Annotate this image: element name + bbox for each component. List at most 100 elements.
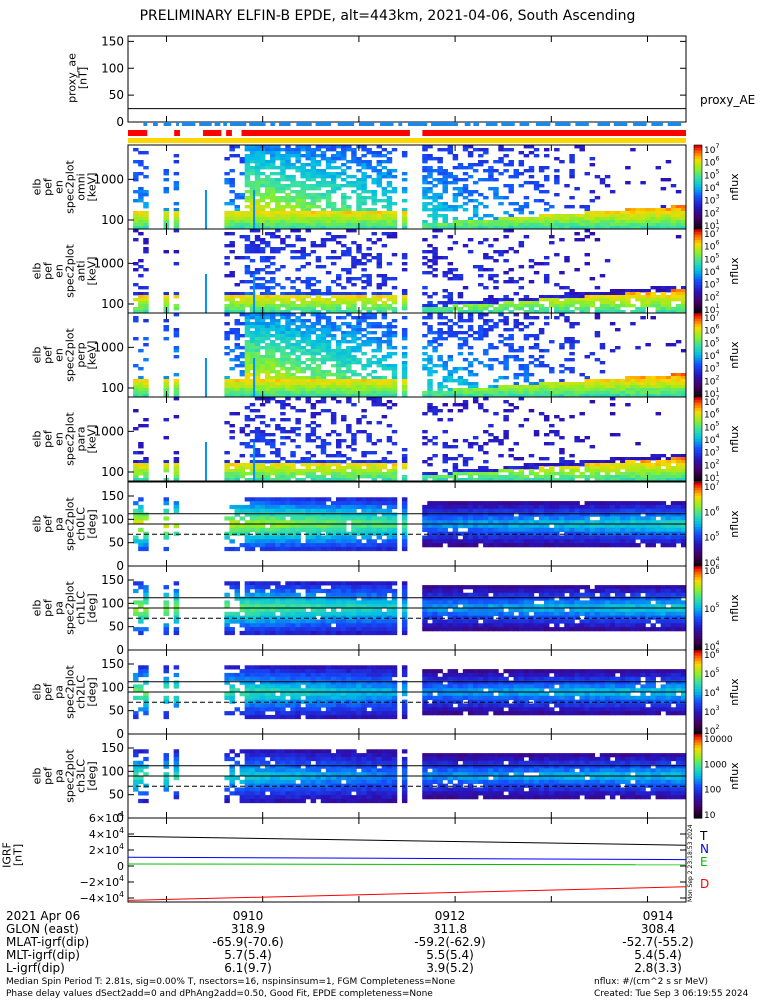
spectrogram-cell <box>386 436 393 440</box>
spectrogram-cell <box>239 475 246 479</box>
spectrogram-cell <box>432 199 438 203</box>
spectrogram-cell <box>249 355 256 359</box>
spectrogram-cell <box>498 478 504 482</box>
spectrogram-cell <box>270 310 276 314</box>
spectrogram-cell <box>254 448 261 452</box>
spectrogram-cell <box>325 543 332 548</box>
spectrogram-cell <box>640 376 646 380</box>
spectrogram-cell <box>478 226 484 230</box>
spectrogram-cell <box>625 223 631 227</box>
spectrogram-cell <box>594 295 601 299</box>
colorbar-cell <box>694 282 702 286</box>
spectrogram-cell <box>259 454 266 458</box>
spectrogram-cell <box>533 382 540 386</box>
spectrogram-cell <box>559 382 565 386</box>
spectrogram-cell <box>432 259 438 263</box>
spectrogram-cell <box>483 205 489 209</box>
spectrogram-cell <box>589 382 596 386</box>
spectrogram-cell <box>518 211 525 215</box>
spectrogram-cell <box>401 208 408 212</box>
spectrogram-cell <box>335 217 342 221</box>
spectrogram-cell <box>376 322 383 326</box>
spectrogram-cell <box>391 469 398 473</box>
spectrogram-cell <box>391 202 398 206</box>
spectrogram-cell <box>315 478 322 482</box>
spectrogram-cell <box>422 367 428 371</box>
spectrogram-cell <box>523 301 530 305</box>
spectrogram-cell <box>442 208 448 212</box>
spectrogram-cell <box>376 172 383 176</box>
spectrogram-cell <box>599 181 606 185</box>
spectrogram-cell <box>452 274 459 278</box>
spectrogram-cell <box>330 337 337 341</box>
spectrogram-cell <box>442 223 448 227</box>
spectrogram-cell <box>254 307 261 311</box>
spectrogram-cell <box>305 310 312 314</box>
spectrogram-cell <box>264 388 271 392</box>
spectrogram-cell <box>650 304 656 308</box>
spectrogram-cell <box>528 472 535 476</box>
spectrogram-cell <box>325 157 332 161</box>
spectrogram-cell <box>488 268 494 272</box>
spectrogram-cell <box>259 238 266 242</box>
spectrogram-cell <box>549 424 555 428</box>
spectrogram-cell <box>295 154 301 158</box>
spectrogram-cell <box>462 406 469 410</box>
spectrogram-cell <box>361 307 367 311</box>
spectrogram-cell <box>163 208 169 212</box>
spectrogram-cell <box>361 340 367 344</box>
spectrogram-cell <box>351 226 357 230</box>
spectrogram-cell <box>371 349 377 353</box>
spectrogram-cell <box>447 373 454 377</box>
spectrogram-cell <box>513 385 519 389</box>
spectrogram-cell <box>133 223 139 227</box>
spectrogram-cell <box>234 504 240 510</box>
spectrogram-cell <box>224 337 230 341</box>
spectrogram-cell <box>538 328 545 332</box>
spectrogram-cell <box>599 460 606 464</box>
spectrogram-cell <box>599 388 606 392</box>
spectrogram-cell <box>320 313 327 317</box>
spectrogram-cell <box>138 379 144 383</box>
spectrogram-cell <box>315 460 322 464</box>
spectrogram-cell <box>533 394 540 398</box>
spectrogram-cell <box>163 220 169 224</box>
spectrogram-cell <box>346 310 352 314</box>
spectrogram-cell <box>391 376 398 380</box>
spectrogram-cell <box>173 397 180 401</box>
spectrogram-cell <box>422 394 428 398</box>
spectrogram-cell <box>457 376 464 380</box>
spectrogram-cell <box>620 478 626 482</box>
spectrogram-cell <box>467 163 474 167</box>
spectrogram-cell <box>543 295 550 299</box>
spectrogram-cell <box>239 385 246 389</box>
spectrogram-cell <box>599 394 606 398</box>
spin-quality-segment <box>337 122 355 126</box>
spectrogram-cell <box>493 298 499 302</box>
spectrogram-cell <box>670 205 677 209</box>
spectrogram-cell <box>234 223 240 227</box>
spectrogram-cell <box>457 478 464 482</box>
spectrogram-cell <box>341 352 347 356</box>
spectrogram-cell <box>320 460 327 464</box>
spectrogram-cell <box>315 364 322 368</box>
spectrogram-cell <box>478 472 484 476</box>
spectrogram-cell <box>300 172 306 176</box>
spectrogram-cell <box>437 394 443 398</box>
spectrogram-cell <box>341 223 347 227</box>
spectrogram-cell <box>270 307 276 311</box>
spectrogram-cell <box>259 531 266 536</box>
spectrogram-cell <box>391 226 398 230</box>
colorbar-cell <box>694 273 702 278</box>
spectrogram-cell <box>270 187 276 191</box>
spectrogram-cell <box>569 196 575 200</box>
spectrogram-cell <box>645 388 651 392</box>
spectrogram-cell <box>264 337 271 341</box>
spectrogram-cell <box>300 265 306 269</box>
spectrogram-cell <box>239 226 246 230</box>
spectrogram-cell <box>295 418 301 422</box>
spectrogram-cell <box>442 379 448 383</box>
spectrogram-cell <box>589 304 596 308</box>
spectrogram-cell <box>630 208 636 212</box>
spectrogram-cell <box>133 316 139 320</box>
